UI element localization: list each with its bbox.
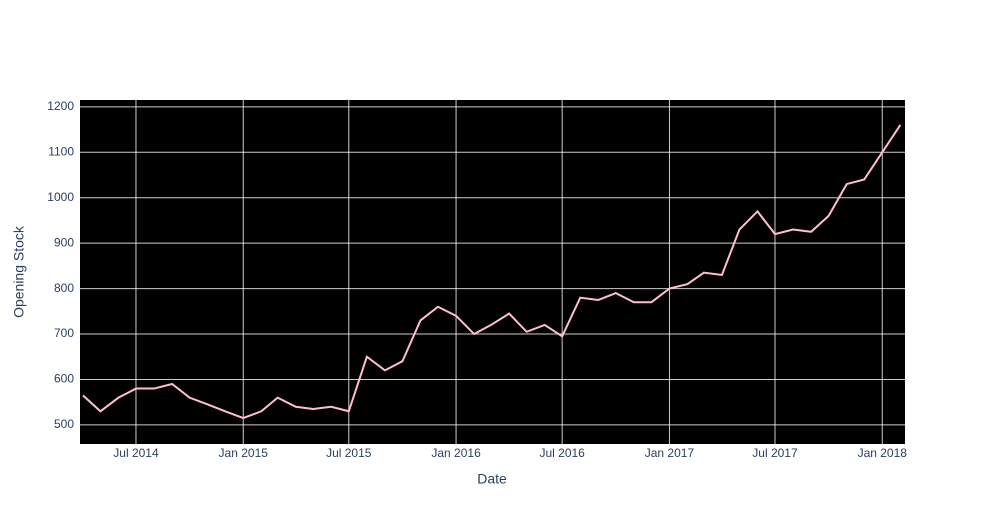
x-axis-title: Date [477,471,507,487]
y-tick-label: 600 [54,372,74,386]
y-tick-label: 1100 [48,144,74,158]
x-tick-label: Jan 2016 [431,446,481,460]
y-tick-label: 1200 [47,99,74,113]
y-tick-label: 800 [54,281,74,295]
line-series [82,124,902,420]
y-tick-label: 1000 [47,190,74,204]
x-tick-label: Jan 2017 [645,446,695,460]
x-tick-label: Jul 2016 [539,446,585,460]
y-tick-label: 900 [54,235,74,249]
x-tick-label: Jul 2014 [113,446,159,460]
x-tick-label: Jul 2015 [326,446,372,460]
y-tick-label: 500 [54,417,74,431]
x-tick-label: Jul 2017 [752,446,798,460]
plot-area [80,100,905,444]
y-tick-label: 700 [54,326,74,340]
y-axis-title: Opening Stock [11,225,27,318]
x-tick-label: Jan 2018 [858,446,908,460]
x-tick-label: Jan 2015 [219,446,269,460]
